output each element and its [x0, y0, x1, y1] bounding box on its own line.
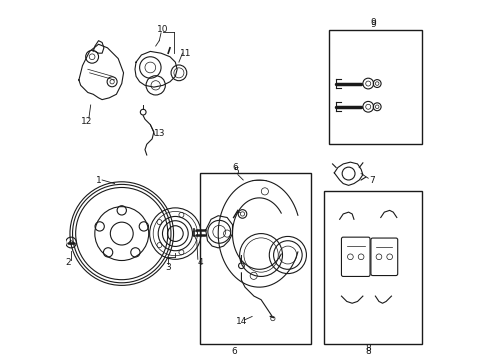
Text: 1: 1 — [96, 176, 101, 185]
Text: 9: 9 — [371, 20, 376, 29]
Text: 4: 4 — [197, 258, 203, 267]
Text: 7: 7 — [369, 176, 375, 185]
Text: 14: 14 — [236, 316, 247, 325]
Text: 6: 6 — [232, 163, 238, 172]
Text: 8: 8 — [366, 347, 371, 356]
Text: 12: 12 — [81, 117, 93, 126]
Bar — [200, 173, 311, 344]
Text: 10: 10 — [157, 26, 169, 35]
Text: 11: 11 — [180, 49, 192, 58]
Text: 13: 13 — [153, 129, 165, 138]
Text: 3: 3 — [165, 263, 171, 272]
Bar — [329, 30, 422, 144]
Bar — [323, 191, 422, 344]
Text: 9: 9 — [371, 18, 376, 27]
Text: 6: 6 — [231, 347, 237, 356]
Text: 5: 5 — [233, 167, 239, 176]
Text: 8: 8 — [366, 344, 371, 353]
Text: 2: 2 — [65, 258, 71, 267]
